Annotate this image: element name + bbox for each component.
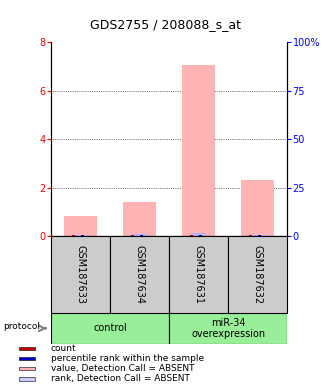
Bar <box>169 236 228 313</box>
Text: GDS2755 / 208088_s_at: GDS2755 / 208088_s_at <box>89 18 241 31</box>
Bar <box>123 202 156 236</box>
Bar <box>258 235 261 236</box>
Bar <box>131 235 134 236</box>
Text: GSM187631: GSM187631 <box>194 245 204 304</box>
Bar <box>132 234 147 236</box>
Bar <box>250 235 265 236</box>
Text: GSM187632: GSM187632 <box>252 245 263 304</box>
Bar <box>249 235 252 236</box>
Bar <box>81 235 84 236</box>
Bar <box>241 180 274 236</box>
Bar <box>140 235 143 236</box>
Bar <box>19 347 35 350</box>
Bar <box>169 313 287 344</box>
Bar <box>191 233 206 236</box>
Text: value, Detection Call = ABSENT: value, Detection Call = ABSENT <box>51 364 194 373</box>
Text: GSM187633: GSM187633 <box>76 245 86 304</box>
Text: protocol: protocol <box>3 322 40 331</box>
Bar <box>72 235 75 236</box>
Text: control: control <box>93 323 127 333</box>
Bar <box>51 313 169 344</box>
Bar <box>19 367 35 371</box>
Bar <box>64 216 97 236</box>
Text: count: count <box>51 344 77 353</box>
Bar <box>199 235 202 236</box>
Text: percentile rank within the sample: percentile rank within the sample <box>51 354 204 363</box>
Text: miR-34
overexpression: miR-34 overexpression <box>191 318 265 339</box>
Bar <box>228 236 287 313</box>
Bar <box>19 377 35 381</box>
Bar <box>51 236 110 313</box>
Bar <box>19 357 35 361</box>
Bar <box>110 236 169 313</box>
Bar <box>190 235 193 236</box>
Bar <box>182 65 215 236</box>
Text: GSM187634: GSM187634 <box>135 245 145 304</box>
Bar <box>73 235 88 236</box>
Text: rank, Detection Call = ABSENT: rank, Detection Call = ABSENT <box>51 374 190 384</box>
